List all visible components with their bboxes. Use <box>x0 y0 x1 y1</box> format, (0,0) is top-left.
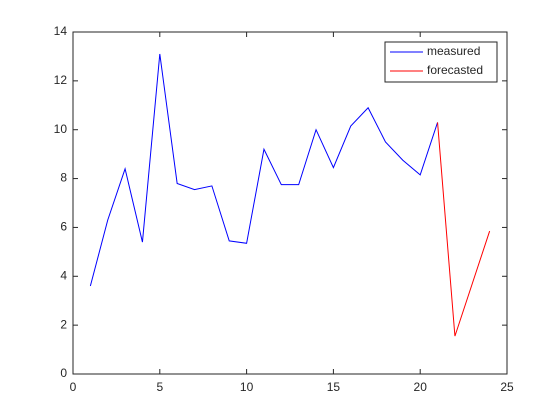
data-line <box>437 122 491 337</box>
y-tick-label: 2 <box>60 317 67 331</box>
x-tick-label: 15 <box>327 380 341 394</box>
y-tick-label: 6 <box>60 220 67 234</box>
x-tick-label: 0 <box>70 380 77 394</box>
y-tick-label: 0 <box>60 366 67 380</box>
y-tick-label: 4 <box>60 268 67 282</box>
x-tick-label: 5 <box>156 380 163 394</box>
x-tick-label: 25 <box>500 380 514 394</box>
y-tick-label: 14 <box>54 24 68 38</box>
plot-area <box>72 31 508 375</box>
x-tick-label: 10 <box>240 380 254 394</box>
y-tick-label: 8 <box>60 171 67 185</box>
y-tick-label: 12 <box>54 73 68 87</box>
legend-label: forecasted <box>427 63 483 77</box>
x-tick-label: 20 <box>414 380 428 394</box>
legend-box <box>384 41 498 83</box>
legend-label: measured <box>427 44 480 58</box>
y-tick-label: 10 <box>54 122 68 136</box>
data-line <box>89 53 439 287</box>
